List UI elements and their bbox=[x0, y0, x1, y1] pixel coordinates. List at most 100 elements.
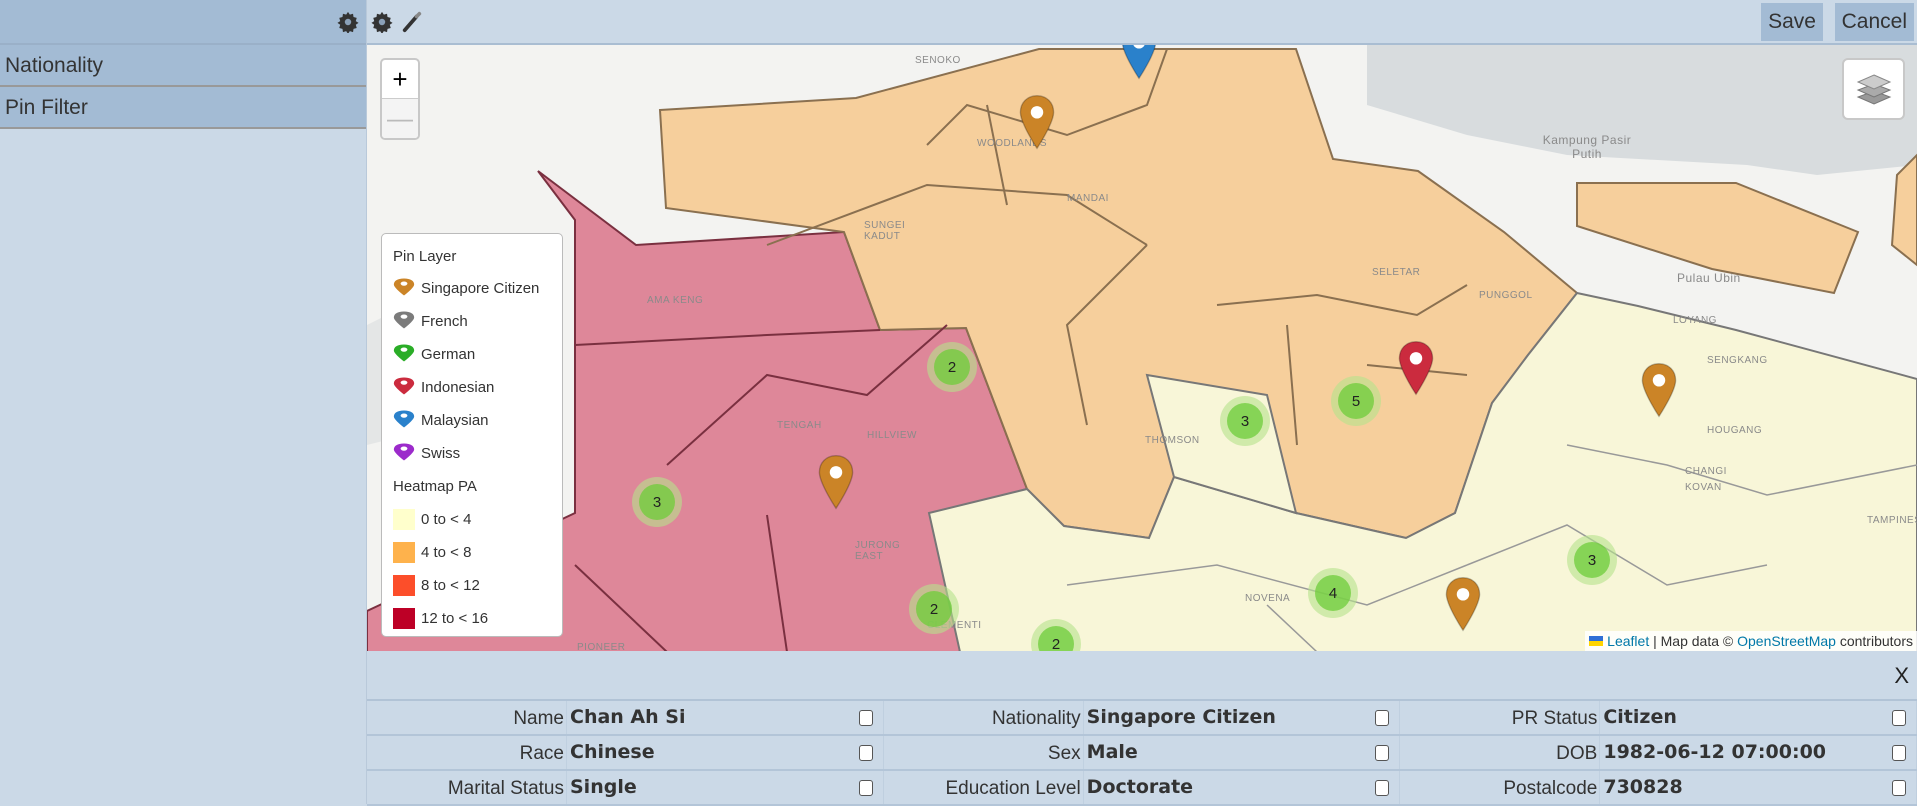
field-label: DOB bbox=[1400, 736, 1601, 769]
map-label: Kampung Pasir Putih bbox=[1542, 133, 1632, 161]
field-checkbox[interactable] bbox=[1375, 709, 1390, 726]
map-pin-marker[interactable] bbox=[1641, 362, 1677, 423]
map-pin-icon bbox=[393, 409, 421, 433]
sidebar-header bbox=[0, 0, 366, 45]
map-label: Woodlands bbox=[977, 138, 1048, 149]
color-swatch bbox=[393, 575, 415, 596]
legend-heat-item: 12 to < 16 bbox=[393, 602, 551, 635]
map-label: Kovan bbox=[1685, 482, 1722, 493]
legend-pin-item: German bbox=[393, 338, 551, 371]
map-pin-marker[interactable] bbox=[818, 454, 854, 515]
details-header: X bbox=[367, 651, 1917, 701]
map-pin-icon bbox=[393, 310, 421, 334]
leaflet-link[interactable]: Leaflet bbox=[1607, 633, 1650, 649]
zoom-out-button[interactable]: — bbox=[382, 99, 418, 138]
close-button[interactable]: X bbox=[1894, 663, 1909, 688]
map-label: Ama Keng bbox=[647, 295, 704, 306]
map-tiles bbox=[367, 45, 1917, 651]
marker-cluster[interactable]: 3 bbox=[632, 477, 682, 527]
field-value: Doctorate bbox=[1086, 776, 1194, 798]
field-checkbox[interactable] bbox=[1892, 779, 1907, 796]
color-swatch bbox=[393, 509, 415, 530]
legend-heat-item: 0 to < 4 bbox=[393, 503, 551, 536]
legend-pin-item: Swiss bbox=[393, 437, 551, 470]
field-checkbox[interactable] bbox=[1892, 744, 1907, 761]
ukraine-flag-icon bbox=[1589, 636, 1604, 646]
map-pin-marker[interactable] bbox=[1398, 340, 1434, 401]
field-checkbox[interactable] bbox=[858, 744, 873, 761]
marker-cluster[interactable]: 3 bbox=[1567, 535, 1617, 585]
field-checkbox[interactable] bbox=[858, 779, 873, 796]
field-value: 730828 bbox=[1603, 776, 1683, 798]
legend-pin-item: Malaysian bbox=[393, 404, 551, 437]
map-pin-icon bbox=[393, 442, 421, 466]
map-label: Hillview bbox=[867, 430, 917, 441]
field-value: Citizen bbox=[1603, 706, 1677, 728]
map-label: Senoko bbox=[915, 55, 961, 66]
legend-heat-item: 4 to < 8 bbox=[393, 536, 551, 569]
gear-icon[interactable] bbox=[371, 11, 393, 33]
sidebar-item-nationality[interactable]: Nationality bbox=[0, 45, 366, 87]
map-pin-marker[interactable] bbox=[1121, 45, 1157, 85]
field-value: Singapore Citizen bbox=[1086, 706, 1276, 728]
zoom-in-button[interactable]: + bbox=[382, 60, 418, 99]
field-label: Nationality bbox=[884, 701, 1084, 734]
marker-cluster[interactable]: 2 bbox=[1031, 619, 1081, 651]
layers-button[interactable] bbox=[1842, 58, 1905, 120]
map[interactable]: Senoko Woodlands Mandai Sungei Kadut Ama… bbox=[367, 45, 1917, 651]
map-label: Loyang bbox=[1673, 315, 1717, 326]
field-checkbox[interactable] bbox=[1892, 709, 1907, 726]
map-label: Pulau Ubin bbox=[1677, 271, 1741, 285]
map-label: Pioneer bbox=[577, 642, 626, 651]
legend-pin-title: Pin Layer bbox=[393, 248, 457, 265]
brush-icon[interactable] bbox=[401, 11, 423, 33]
marker-cluster[interactable]: 3 bbox=[1220, 396, 1270, 446]
map-label: Sengkang bbox=[1707, 355, 1768, 366]
legend-pin-item: Singapore Citizen bbox=[393, 272, 551, 305]
map-label: Sungei Kadut bbox=[864, 220, 906, 242]
sidebar: Nationality Pin Filter bbox=[0, 0, 367, 804]
marker-cluster[interactable]: 2 bbox=[909, 584, 959, 634]
field-checkbox[interactable] bbox=[858, 709, 873, 726]
marker-cluster[interactable]: 5 bbox=[1331, 376, 1381, 426]
save-button[interactable]: Save bbox=[1761, 3, 1823, 41]
field-value: Chan Ah Si bbox=[570, 706, 686, 728]
attribution-text: contributors bbox=[1839, 633, 1913, 649]
map-pin-icon bbox=[393, 376, 421, 400]
map-pin-icon bbox=[393, 277, 421, 301]
field-value: Single bbox=[570, 776, 637, 798]
map-label: Hougang bbox=[1707, 425, 1763, 436]
sidebar-item-pin-filter[interactable]: Pin Filter bbox=[0, 87, 366, 129]
map-label: Tampines bbox=[1867, 515, 1917, 526]
field-label: Postalcode bbox=[1400, 771, 1601, 804]
field-value: 1982-06-12 07:00:00 bbox=[1603, 741, 1827, 763]
marker-cluster[interactable]: 4 bbox=[1308, 568, 1358, 618]
cancel-button[interactable]: Cancel bbox=[1834, 3, 1914, 41]
map-label: Novena bbox=[1245, 593, 1291, 604]
gear-icon[interactable] bbox=[337, 11, 359, 33]
map-label: Jurong East bbox=[855, 540, 901, 562]
detail-field: Marital Status Single bbox=[367, 771, 884, 804]
details-panel: X Name Chan Ah Si Nationality Singapore Cit… bbox=[367, 651, 1917, 806]
field-checkbox[interactable] bbox=[1375, 779, 1390, 796]
detail-field: Postalcode 730828 bbox=[1400, 771, 1917, 804]
color-swatch bbox=[393, 608, 415, 629]
field-label: Name bbox=[367, 701, 567, 734]
detail-field: Education Level Doctorate bbox=[884, 771, 1401, 804]
map-pin-marker[interactable] bbox=[1445, 576, 1481, 637]
field-value: Chinese bbox=[570, 741, 655, 763]
map-pin-marker[interactable] bbox=[1019, 94, 1055, 155]
map-label: Clementi bbox=[927, 620, 982, 631]
detail-field: Sex Male bbox=[884, 736, 1401, 769]
map-label: Thomson bbox=[1145, 435, 1200, 446]
osm-link[interactable]: OpenStreetMap bbox=[1737, 633, 1836, 649]
map-label: Punggol bbox=[1479, 290, 1533, 301]
detail-field: DOB 1982-06-12 07:00:00 bbox=[1400, 736, 1917, 769]
map-label: Mandai bbox=[1067, 193, 1109, 204]
map-legend: Pin Layer Singapore Citizen French German I… bbox=[381, 233, 563, 637]
layers-icon bbox=[1856, 74, 1891, 105]
detail-row: Name Chan Ah Si Nationality Singapore Citiz… bbox=[367, 701, 1917, 736]
toolbar: Save Cancel bbox=[367, 0, 1917, 45]
field-checkbox[interactable] bbox=[1375, 744, 1390, 761]
marker-cluster[interactable]: 2 bbox=[927, 342, 977, 392]
